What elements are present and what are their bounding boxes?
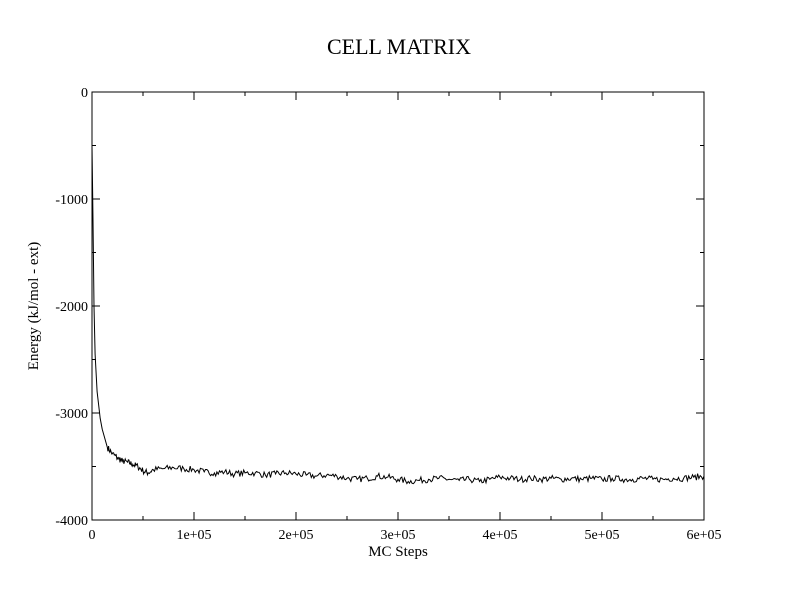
x-axis: 0 1e+05 2e+05 3e+05 4e+05 5e+05 6e+05 [89, 92, 722, 543]
energy-series-line [91, 145, 705, 485]
y-tick-label: -3000 [55, 407, 88, 422]
x-axis-label: MC Steps [368, 544, 428, 560]
x-tick-label: 2e+05 [278, 528, 313, 543]
x-tick-label: 6e+05 [686, 528, 721, 543]
x-tick-label: 0 [89, 528, 96, 543]
x-tick-label: 1e+05 [176, 528, 211, 543]
chart-title: CELL MATRIX [327, 34, 471, 59]
y-tick-label: -2000 [55, 300, 88, 315]
y-tick-label: -4000 [55, 514, 88, 529]
y-axis: -4000 -3000 -2000 -1000 0 [55, 86, 704, 529]
y-tick-label: 0 [81, 86, 88, 101]
x-tick-label: 4e+05 [482, 528, 517, 543]
x-tick-label: 5e+05 [584, 528, 619, 543]
plot-frame [91, 91, 705, 521]
y-axis-label: Energy (kJ/mol - ext) [26, 242, 42, 370]
y-tick-label: -1000 [55, 193, 88, 208]
x-tick-label: 3e+05 [380, 528, 415, 543]
